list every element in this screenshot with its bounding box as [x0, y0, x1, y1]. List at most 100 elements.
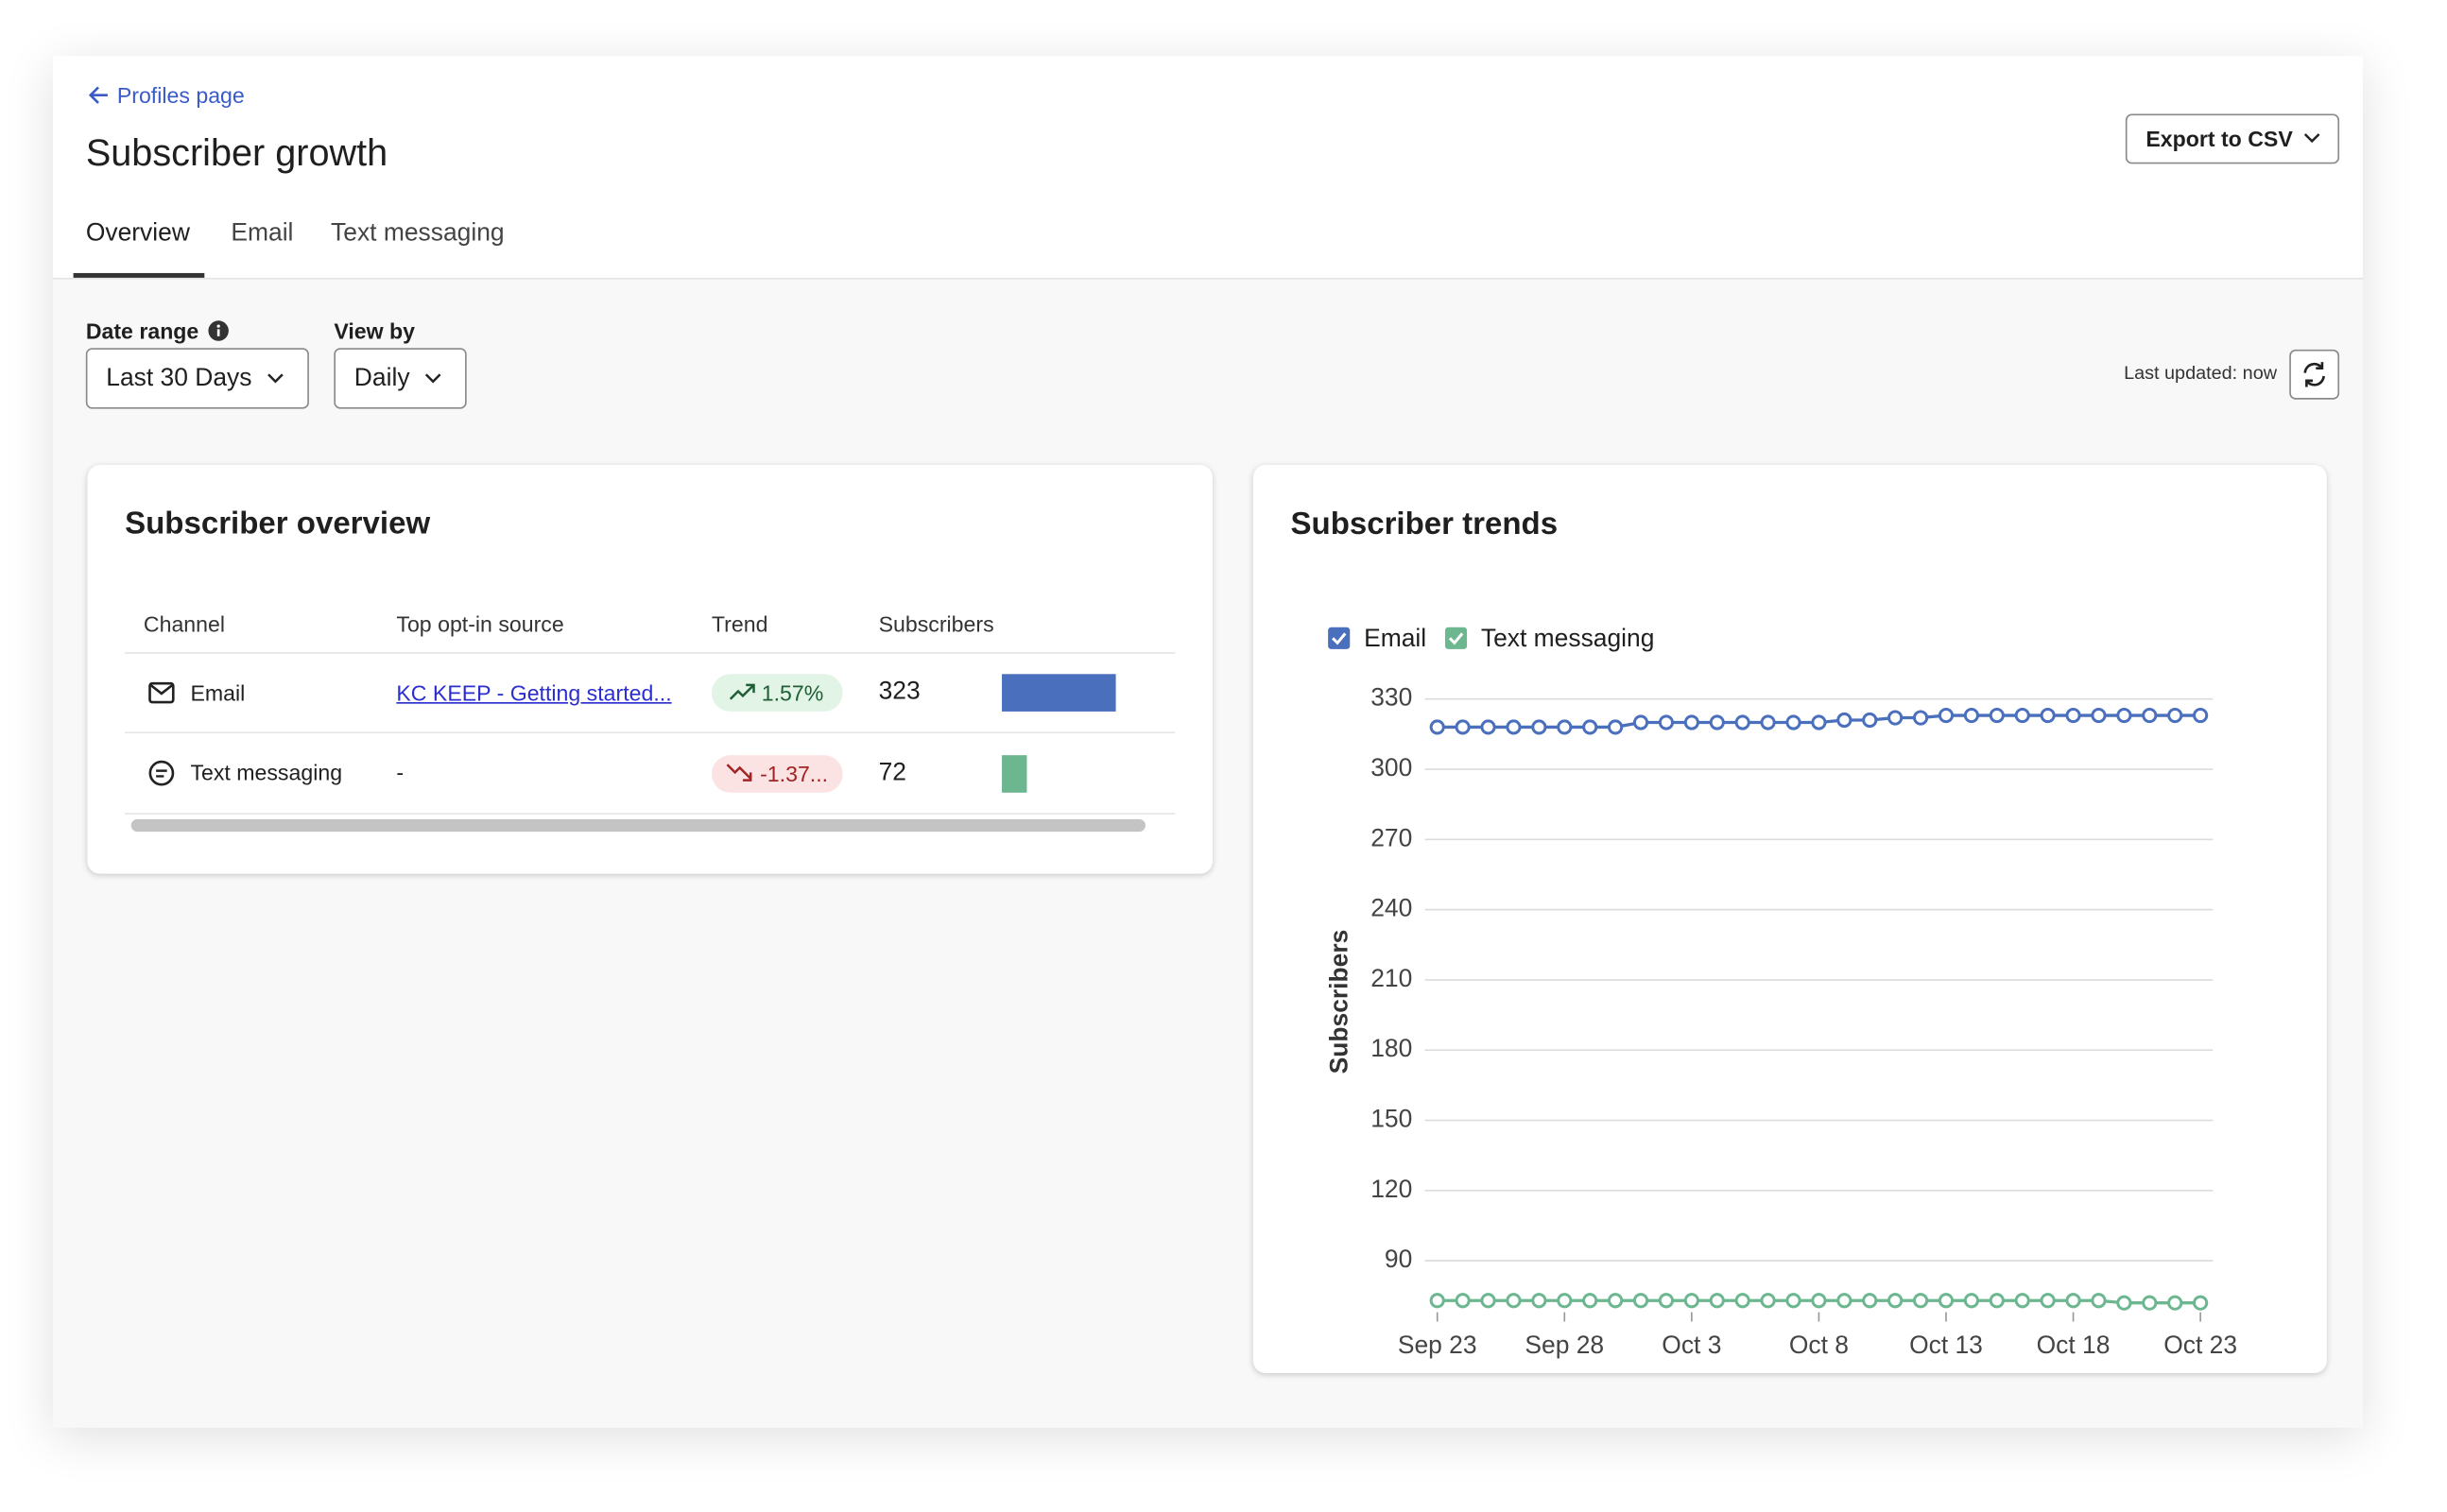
data-point	[2116, 1295, 2132, 1311]
back-arrow[interactable]	[87, 84, 109, 106]
data-point	[1709, 1293, 1725, 1309]
trend-pill: -1.37...	[711, 755, 843, 793]
data-point	[1429, 719, 1445, 735]
data-point	[2014, 1293, 2030, 1309]
data-point	[1989, 707, 2005, 724]
filter-label: Date range	[85, 318, 199, 344]
source-text: -	[396, 760, 405, 785]
chevron	[267, 373, 284, 384]
chevron	[2303, 133, 2320, 144]
tab[interactable]: Text messaging	[331, 219, 505, 247]
trends-chart: Subscriber trends Email Text messaging 90 12…	[1291, 506, 2238, 1359]
scrollbar[interactable]	[130, 818, 1146, 833]
subscriber-count: 72	[878, 760, 906, 787]
data-point	[1531, 719, 1547, 735]
data-point	[1887, 1293, 1904, 1309]
data-point	[2167, 707, 2183, 724]
trends-card	[1252, 465, 2327, 1374]
back-link[interactable]: Profiles page	[116, 82, 245, 108]
data-point	[2142, 1295, 2158, 1311]
data-point	[1862, 712, 1878, 729]
data-point	[1480, 1293, 1496, 1309]
page-title: Subscriber growth	[85, 132, 388, 175]
column-header: Trend	[711, 611, 768, 637]
data-point	[1455, 1293, 1471, 1309]
row-divider	[125, 731, 1176, 734]
x-tick-label: Oct 18	[2037, 1331, 2111, 1359]
column-header: Channel	[143, 611, 226, 637]
y-tick-label: 210	[1370, 964, 1412, 992]
data-point	[1836, 1293, 1852, 1309]
email-icon	[148, 681, 175, 704]
data-point	[1811, 1293, 1827, 1309]
data-point	[1862, 1293, 1878, 1309]
data-point	[1506, 1293, 1522, 1309]
data-point	[2193, 1295, 2209, 1311]
x-tick-label: Oct 13	[1909, 1331, 1983, 1359]
data-point	[1582, 1293, 1598, 1309]
refresh-button[interactable]	[2289, 349, 2340, 400]
data-point	[1785, 1293, 1801, 1309]
data-point	[1429, 1293, 1445, 1309]
data-point	[1912, 710, 1929, 726]
data-point	[2040, 1293, 2056, 1309]
data-point	[1836, 712, 1852, 729]
tab[interactable]: Overview	[85, 219, 190, 247]
data-point	[2142, 707, 2158, 724]
data-point	[2040, 707, 2056, 724]
data-point	[1734, 714, 1750, 730]
tab[interactable]: Email	[231, 219, 294, 247]
y-tick-label: 240	[1370, 894, 1412, 922]
x-tick-label: Oct 8	[1789, 1331, 1849, 1359]
data-point	[1938, 707, 1955, 724]
data-point	[2193, 707, 2209, 724]
data-point	[1912, 1293, 1929, 1309]
info-icon[interactable]	[208, 319, 230, 341]
data-point	[1963, 1293, 1979, 1309]
data-point	[1531, 1293, 1547, 1309]
export-label[interactable]: Export to CSV	[2145, 126, 2293, 152]
x-tick-label: Oct 23	[2163, 1331, 2237, 1359]
source-link[interactable]: KC KEEP - Getting started...	[396, 679, 672, 706]
subscriber-bar	[1002, 674, 1116, 712]
chart-title: Subscriber trends	[1291, 506, 1559, 541]
column-header: Subscribers	[878, 611, 994, 637]
y-tick-label: 270	[1370, 823, 1412, 851]
legend-checkbox	[1444, 627, 1468, 649]
data-point	[1506, 719, 1522, 735]
data-point	[1963, 707, 1979, 724]
y-axis-label: Subscribers	[1324, 930, 1353, 1074]
y-tick-label: 300	[1370, 753, 1412, 782]
export-button[interactable]	[2125, 113, 2340, 164]
data-point	[1582, 719, 1598, 735]
chevron	[424, 373, 441, 384]
select-value[interactable]: Daily	[353, 365, 410, 392]
y-tick-label: 330	[1370, 683, 1412, 712]
data-point	[1760, 1293, 1776, 1309]
data-point	[1632, 714, 1649, 730]
view-by-select[interactable]	[334, 348, 467, 409]
x-tick-label: Oct 3	[1662, 1331, 1721, 1359]
last-updated: Last updated: now	[2124, 362, 2278, 385]
data-point	[1557, 719, 1573, 735]
row-divider	[125, 652, 1176, 654]
channel-name: Email	[190, 679, 246, 706]
select-value[interactable]: Last 30 Days	[106, 365, 252, 392]
page-header	[53, 56, 2363, 280]
data-point	[1734, 1293, 1750, 1309]
data-point	[1683, 1293, 1699, 1309]
data-point	[1608, 719, 1624, 735]
data-point	[1658, 1293, 1675, 1309]
subscriber-bar	[1002, 755, 1027, 793]
x-tick-label: Sep 28	[1525, 1331, 1604, 1359]
trend-pill: 1.57%	[711, 674, 843, 712]
data-point	[1709, 714, 1725, 730]
legend-check	[1332, 632, 1347, 645]
data-point	[1938, 1293, 1955, 1309]
y-tick-label: 180	[1370, 1034, 1412, 1062]
data-point	[1632, 1293, 1649, 1309]
data-point	[1760, 714, 1776, 730]
data-point	[1455, 719, 1471, 735]
